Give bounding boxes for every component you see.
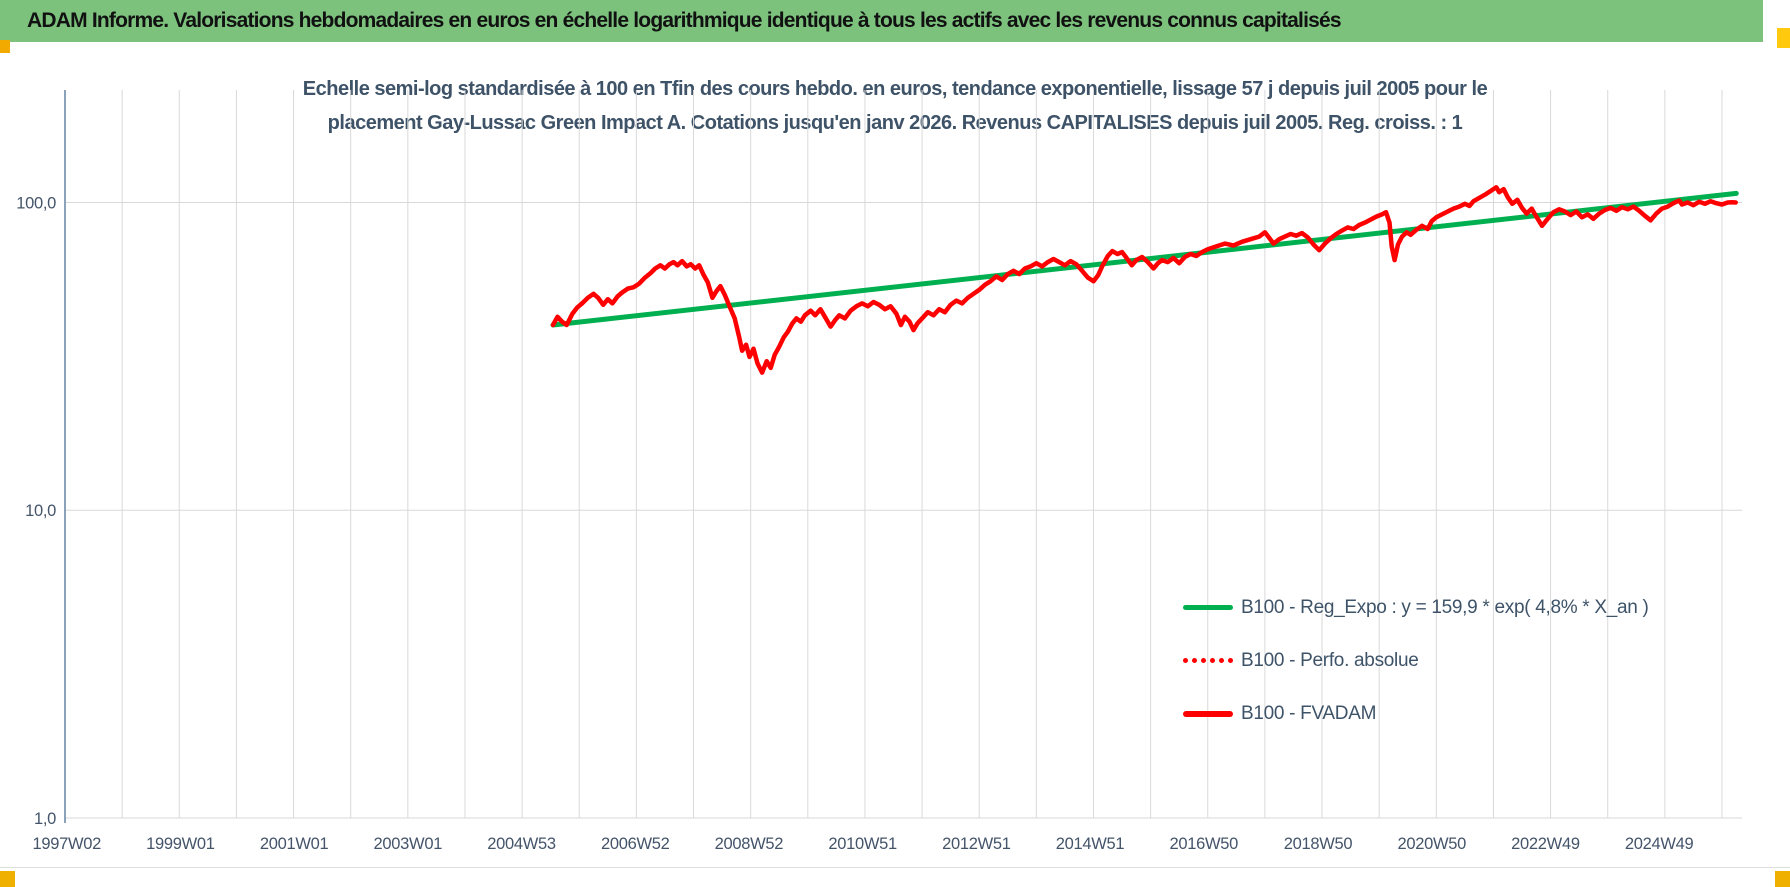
header-bar: ADAM Informe. Valorisations hebdomadaire… [0,0,1763,42]
chart-title-line2: placement Gay-Lussac Green Impact A. Cot… [327,112,1463,134]
x-axis-label: 1997W02 [32,835,101,853]
x-axis-label: 2008W52 [715,835,784,853]
x-axis-label: 2024W49 [1625,835,1694,853]
legend-item-fvadam[interactable]: B100 - FVADAM [1183,687,1649,740]
x-axis-label: 2010W51 [828,835,897,853]
x-axis-label: 1999W01 [146,835,215,853]
corner-marker-bottom-left [0,871,15,887]
corner-marker-top-right [1777,28,1790,48]
legend-label-fvadam: B100 - FVADAM [1241,702,1377,724]
x-axis-label: 2014W51 [1056,835,1125,853]
corner-marker-bottom-right [1775,871,1790,887]
y-axis-label: 1,0 [34,810,56,828]
y-axis-label: 10,0 [25,502,56,520]
x-axis-label: 2006W52 [601,835,670,853]
x-axis-label: 2003W01 [374,835,443,853]
chart-legend: B100 - Reg_Expo : y = 159,9 * exp( 4,8% … [1183,581,1649,740]
legend-red-dotted-swatch [1183,658,1233,663]
corner-marker-top-left [0,40,10,53]
x-axis-label: 2018W50 [1284,835,1353,853]
legend-green-line-swatch [1183,605,1233,610]
header-title: ADAM Informe. Valorisations hebdomadaire… [27,9,1342,32]
x-axis-label: 2004W53 [487,835,556,853]
x-axis-label: 2022W49 [1511,835,1580,853]
legend-item-reg-expo[interactable]: B100 - Reg_Expo : y = 159,9 * exp( 4,8% … [1183,581,1649,634]
x-axis-label: 2020W50 [1397,835,1466,853]
bottom-divider-line [0,867,1790,868]
chart-title: Echelle semi-log standardisée à 100 en T… [65,72,1725,140]
x-axis-label: 2001W01 [260,835,329,853]
x-axis-label: 2012W51 [942,835,1011,853]
x-axis-label: 2016W50 [1169,835,1238,853]
legend-item-perfo-absolue[interactable]: B100 - Perfo. absolue [1183,634,1649,687]
chart-title-line1: Echelle semi-log standardisée à 100 en T… [302,78,1488,100]
series-path-2[interactable] [550,185,1738,375]
legend-label-reg-expo: B100 - Reg_Expo : y = 159,9 * exp( 4,8% … [1241,596,1649,618]
legend-red-line-swatch [1183,710,1233,717]
legend-label-perfo-absolue: B100 - Perfo. absolue [1241,649,1419,671]
y-axis-label: 100,0 [16,194,56,212]
